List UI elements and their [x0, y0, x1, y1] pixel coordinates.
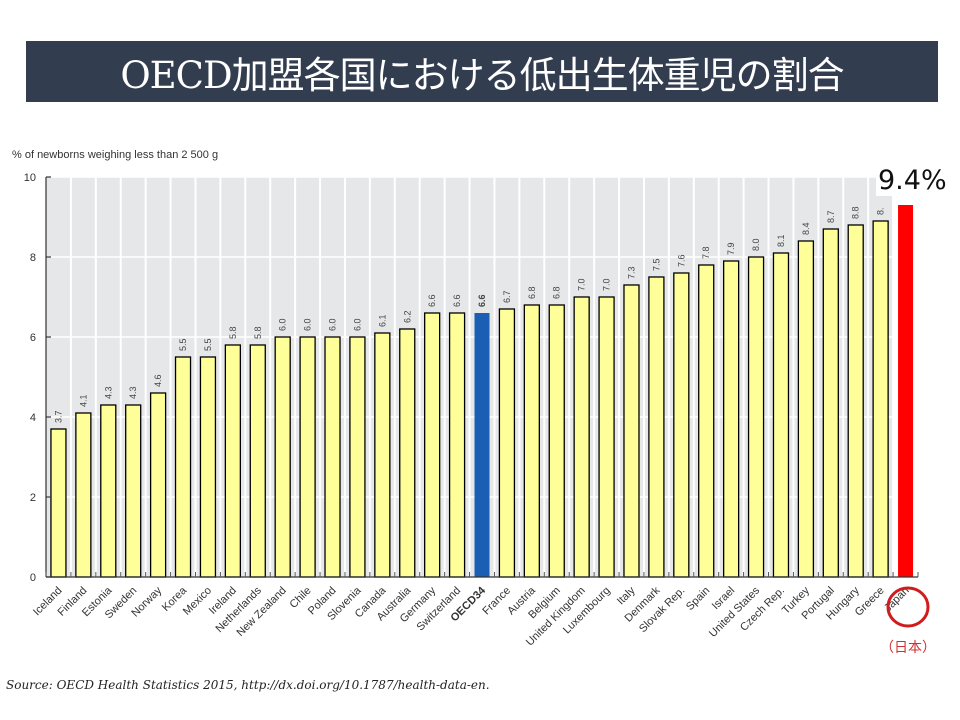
slide-title: OECD加盟各国における低出生体重児の割合: [26, 41, 938, 102]
y-tick-label: 8: [30, 252, 36, 264]
category-label: Mexico: [181, 585, 214, 618]
value-label: 4.6: [153, 374, 163, 387]
value-label: 6.8: [552, 286, 562, 299]
value-label: 6.0: [303, 318, 313, 331]
value-label: 4.1: [78, 394, 88, 407]
value-label: 8.7: [826, 210, 836, 223]
value-label: 4.3: [128, 386, 138, 399]
y-tick-label: 10: [24, 172, 36, 184]
bar-korea: [174, 356, 192, 578]
bar-norway: [149, 392, 167, 578]
source-note: Source: OECD Health Statistics 2015, htt…: [6, 678, 490, 692]
value-label: 8.0: [751, 238, 761, 251]
value-label: 6.0: [328, 318, 338, 331]
japan-note: （日本）: [880, 640, 936, 656]
bar-belgium: [548, 304, 565, 578]
bar-mexico: [199, 356, 217, 578]
bar-switzerland: [448, 312, 466, 578]
bar-luxembourg: [598, 296, 615, 578]
bar-netherlands: [249, 344, 266, 578]
value-label: 6.2: [402, 310, 412, 323]
y-axis-label: % of newborns weighing less than 2 500 g: [12, 149, 218, 161]
bar-spain: [698, 264, 715, 578]
bar-turkey: [797, 240, 815, 578]
value-label: 5.8: [228, 326, 238, 339]
bar-austria: [523, 304, 540, 578]
bar-greece: [872, 220, 889, 578]
category-label: Spain: [684, 585, 712, 613]
value-label: 6.0: [278, 318, 288, 331]
bar-chile: [299, 336, 316, 578]
bar-united-kingdom: [573, 296, 590, 578]
value-label: 6.7: [502, 290, 512, 303]
value-label: 5.8: [253, 326, 263, 339]
value-label: 6.6: [452, 294, 462, 307]
value-label: 4.3: [103, 386, 113, 399]
bar-oecd34: [474, 313, 490, 577]
bar-portugal: [822, 228, 839, 578]
bar-italy: [623, 284, 640, 578]
value-label: 7.3: [626, 266, 636, 279]
y-ticks: 0 2 4 6 8 10: [24, 172, 51, 584]
value-label: 6.0: [352, 318, 362, 331]
bar-new-zealand: [274, 336, 291, 578]
value-label: 7.5: [651, 258, 661, 271]
bar-canada: [374, 332, 391, 578]
category-labels: IcelandFinlandEstoniaSwedenNorwayKoreaMe…: [31, 584, 912, 648]
bar-finland: [75, 412, 92, 578]
bar-united-states: [747, 256, 765, 578]
bar-hungary: [847, 224, 864, 578]
bar-australia: [399, 328, 416, 578]
axes: [45, 177, 919, 578]
value-label: 8.8: [851, 206, 861, 219]
value-label: 7.6: [676, 254, 686, 267]
bar-poland: [324, 336, 341, 578]
bar-slovenia: [349, 336, 366, 578]
bar-france: [498, 308, 516, 578]
bar-iceland: [50, 428, 67, 578]
bar-israel: [722, 260, 740, 578]
value-label: 6.1: [377, 314, 387, 327]
y-tick-label: 4: [30, 412, 36, 424]
bar-germany: [424, 312, 441, 578]
bar-ireland: [224, 344, 242, 578]
value-label: 6.6: [427, 294, 437, 307]
bar-slovak-rep-: [673, 272, 690, 578]
value-label: 6.6: [477, 294, 487, 307]
bar-sweden: [125, 404, 142, 578]
value-label: 7.9: [726, 242, 736, 255]
value-label: 8.4: [801, 222, 811, 235]
value-label: 7.8: [701, 246, 711, 259]
bar-denmark: [648, 276, 665, 578]
value-label: 3.7: [53, 410, 63, 423]
value-labels: 3.7 4.1 4.3 4.3 4.6 5.5 5.5 5.8 5.8 6.0 6.0 6.0 6.0 6…: [53, 206, 885, 423]
y-tick-label: 0: [30, 572, 36, 584]
value-label: 8.1: [776, 234, 786, 247]
value-label: 6.8: [527, 286, 537, 299]
bar-czech-rep-: [772, 252, 790, 578]
value-label: 5.5: [203, 338, 213, 351]
value-label: 7.0: [577, 278, 587, 291]
japan-highlight-circle: [886, 586, 930, 628]
value-label: 8.: [876, 207, 886, 215]
value-label: 5.5: [178, 338, 188, 351]
japan-value-callout: 9.4%: [876, 165, 949, 196]
y-tick-label: 2: [30, 492, 36, 504]
bar-estonia: [100, 404, 117, 578]
y-tick-label: 6: [30, 332, 36, 344]
value-label: 7.0: [602, 278, 612, 291]
bar-japan: [898, 205, 914, 577]
